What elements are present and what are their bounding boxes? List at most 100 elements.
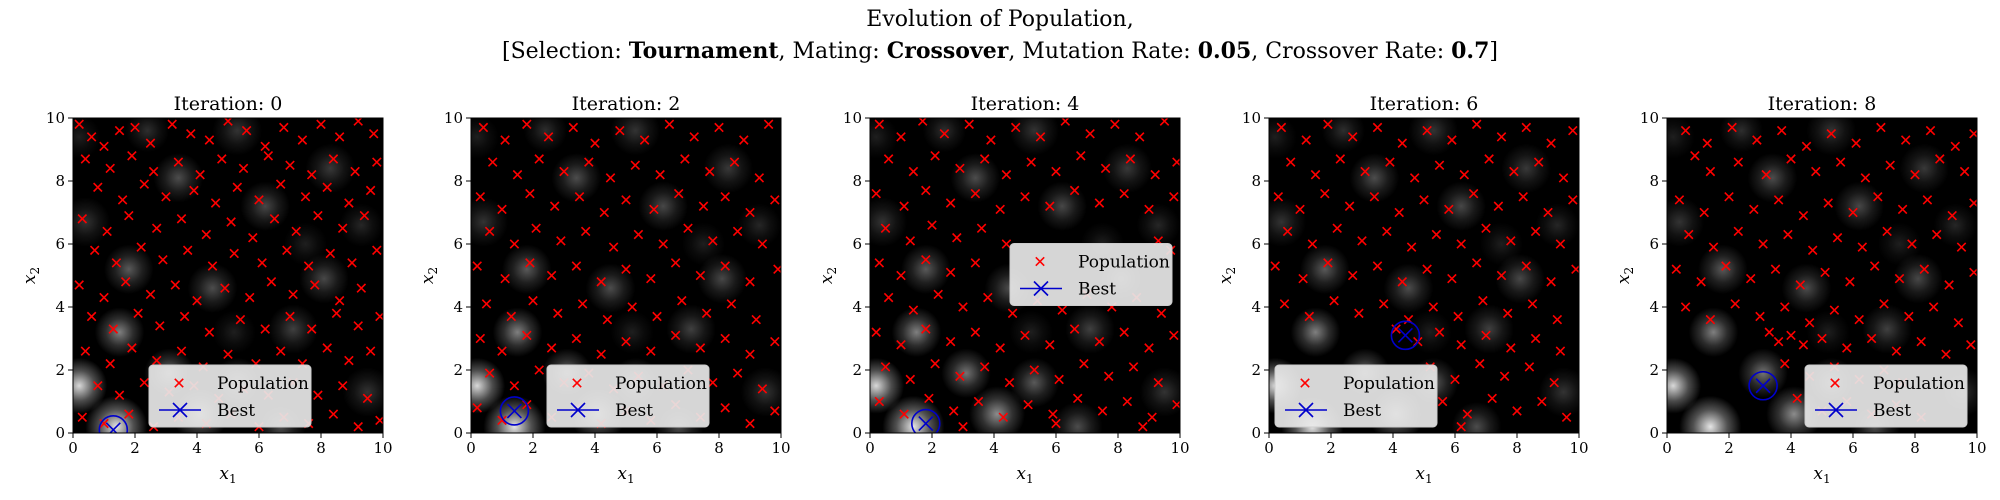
- landscape-bump: [638, 181, 688, 231]
- population-point: [633, 229, 644, 240]
- population-point: [1394, 207, 1404, 218]
- landscape-bump: [1538, 367, 1579, 417]
- population-point: [481, 299, 492, 309]
- population-point: [1506, 236, 1516, 246]
- population-point: [553, 308, 563, 319]
- population-point: [500, 273, 510, 284]
- population-point: [720, 333, 730, 344]
- population-point: [365, 185, 376, 196]
- population-point: [248, 232, 258, 243]
- population-point: [356, 283, 367, 293]
- y-tick-label: 10: [843, 109, 862, 127]
- population-point: [368, 128, 379, 139]
- population-point: [973, 396, 984, 407]
- y-tick-label: 6: [852, 235, 862, 253]
- population-point: [497, 415, 507, 426]
- legend-population-marker: [1035, 256, 1045, 267]
- population-point: [905, 374, 916, 385]
- y-tick-label: 6: [1649, 235, 1659, 253]
- population-point: [487, 157, 498, 167]
- population-point: [970, 188, 981, 199]
- landscape-bump: [1102, 143, 1153, 194]
- landscape-bump: [1479, 222, 1524, 266]
- x-axis-label: x1: [219, 464, 236, 486]
- population-point: [1755, 311, 1765, 322]
- population-point: [260, 324, 270, 334]
- title-text: [Selection:: [502, 39, 629, 64]
- population-point: [525, 258, 535, 268]
- population-point: [127, 343, 137, 353]
- population-point: [1509, 166, 1519, 177]
- plot-frame: [1268, 117, 1580, 434]
- y-tick-label: 4: [852, 298, 862, 316]
- landscape-bump: [1451, 401, 1502, 433]
- population-point: [1382, 226, 1392, 237]
- population-point: [1079, 358, 1089, 369]
- landscape-bump: [523, 118, 568, 153]
- legend-population-label: Population: [1078, 253, 1170, 273]
- population-point: [497, 204, 507, 215]
- population-point: [908, 305, 919, 315]
- population-point: [1323, 258, 1333, 268]
- y-tick-label: 2: [453, 361, 463, 379]
- y-tick-label: 6: [55, 235, 65, 253]
- population-point: [1323, 119, 1333, 130]
- population-point: [1780, 358, 1790, 369]
- population-point: [732, 368, 743, 378]
- subplot-title: Iteration: 2: [572, 93, 681, 115]
- population-point: [1478, 295, 1488, 306]
- best-point: [918, 415, 934, 432]
- population-point: [680, 154, 690, 164]
- population-point: [896, 270, 906, 281]
- population-point: [602, 314, 613, 325]
- population-point: [580, 226, 591, 237]
- population-point: [1758, 239, 1768, 249]
- population-point: [1450, 374, 1460, 385]
- population-point: [1558, 173, 1569, 183]
- population-point: [930, 151, 940, 161]
- population-point: [1378, 299, 1389, 309]
- population-point: [1857, 242, 1868, 252]
- population-point: [577, 299, 588, 309]
- y-tick-label: 6: [453, 235, 463, 253]
- population-point: [210, 198, 221, 208]
- population-point: [874, 396, 885, 407]
- population-point: [1950, 141, 1961, 152]
- population-point: [1705, 314, 1716, 325]
- population-point: [1097, 406, 1108, 416]
- population-point: [1335, 154, 1346, 164]
- population-point: [1344, 201, 1355, 211]
- legend-population-label: Population: [615, 374, 707, 394]
- population-point: [1054, 374, 1064, 385]
- y-tick-label: 0: [1649, 424, 1659, 442]
- population-point: [1026, 157, 1036, 167]
- population-point: [1357, 236, 1367, 246]
- population-point: [1156, 308, 1167, 319]
- landscape-bump: [901, 244, 951, 294]
- population-point: [955, 371, 965, 382]
- best-point-circle: [1748, 370, 1778, 401]
- population-point: [1935, 154, 1945, 164]
- population-point: [500, 135, 510, 145]
- population-point: [1051, 418, 1061, 429]
- population-point: [257, 258, 267, 268]
- population-point: [1397, 138, 1408, 148]
- population-point: [139, 179, 150, 189]
- population-point: [1094, 336, 1105, 347]
- population-point: [282, 245, 292, 256]
- population-point: [1696, 277, 1706, 287]
- population-point: [220, 283, 230, 293]
- population-point: [1823, 198, 1833, 208]
- population-point: [763, 119, 774, 130]
- population-point: [322, 343, 332, 353]
- x-tick-label: 2: [1326, 439, 1336, 457]
- landscape-bump: [104, 244, 154, 294]
- population-point: [1128, 362, 1139, 372]
- population-point: [1347, 132, 1358, 142]
- population-point: [1683, 229, 1694, 240]
- population-point: [1761, 169, 1771, 180]
- y-tick-label: 10: [46, 109, 65, 127]
- landscape-bump: [502, 244, 552, 294]
- legend-best-label: Best: [615, 401, 653, 421]
- y-axis-label: x2: [1216, 267, 1238, 284]
